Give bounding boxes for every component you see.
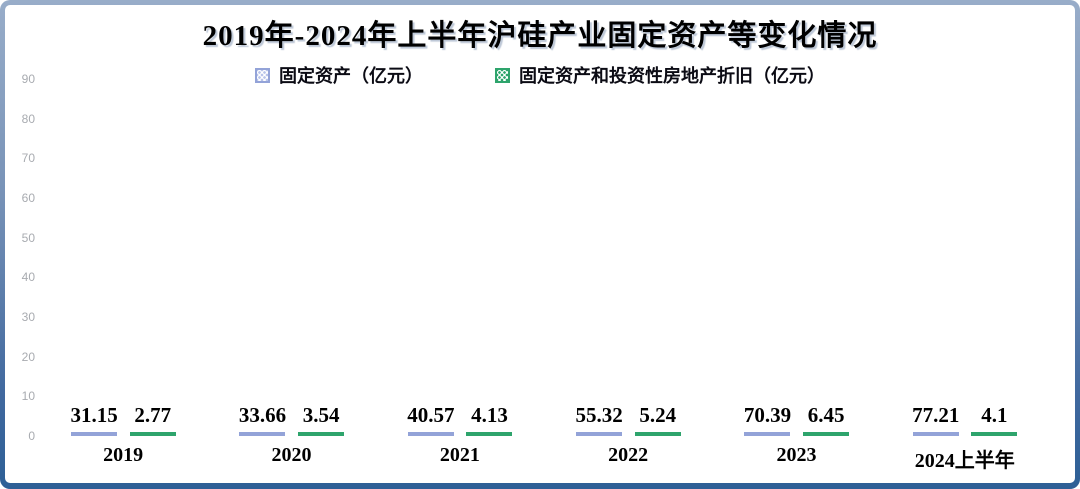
value-label: 77.21 [912,402,960,427]
chart-title: 2019年-2024年上半年沪硅产业固定资产等变化情况 [202,20,878,52]
value-label: 2.77 [134,402,172,427]
legend-swatch-fixed-assets-icon [255,67,270,83]
bar-group: 77.21 4.1 2024上半年 [881,79,1049,472]
bar-column-depreciation: 6.45 [803,402,850,436]
bar-depreciation [803,432,850,436]
value-label: 33.66 [238,402,287,427]
bar-group: 33.66 3.54 2020 [207,79,375,466]
bar-depreciation [634,432,681,436]
legend-label-fixed-assets: 固定资产（亿元） [279,66,423,86]
bar-fixed-assets [576,432,623,436]
legend-item-fixed-assets: 固定资产（亿元） [255,62,423,88]
y-axis: 0 10 20 30 40 50 60 70 80 90 [13,73,35,442]
y-tick-label: 80 [21,111,35,126]
legend-item-depreciation: 固定资产和投资性房地产折旧（亿元） [495,62,825,88]
y-tick-label: 0 [28,429,35,443]
bar-column-fixed-assets: 77.21 [912,402,960,436]
y-tick-label: 60 [21,191,35,205]
bar-column-fixed-assets: 70.39 [743,402,792,436]
value-label: 4.13 [471,402,508,427]
x-axis-label: 2024上半年 [914,450,1015,472]
plot-area: 31.15 2.77 2019 33.66 3.54 2020 40.57 4.13 2021 5… [39,79,1049,472]
value-label: 31.15 [70,402,118,427]
bar-fixed-assets [407,432,454,436]
value-label: 4.1 [981,402,1008,427]
x-axis-label: 2023 [776,444,817,466]
bar-depreciation [971,432,1018,436]
bar-column-fixed-assets: 31.15 [70,402,118,436]
value-label: 55.32 [575,402,623,427]
bar-depreciation [129,432,176,436]
bar-group: 40.57 4.13 2021 [376,79,544,466]
value-label: 70.39 [743,402,792,427]
legend-swatch-depreciation-icon [495,67,510,83]
y-tick-label: 40 [21,270,35,285]
y-tick-label: 30 [21,310,35,324]
bar-column-fixed-assets: 33.66 [238,402,287,436]
value-label: 6.45 [807,402,845,427]
bar-group: 31.15 2.77 2019 [39,79,207,466]
y-tick-label: 10 [21,389,35,404]
bar-fixed-assets [744,432,791,436]
x-axis-label: 2020 [271,444,312,466]
bar-column-depreciation: 2.77 [129,402,176,436]
bar-depreciation [466,432,513,436]
bar-column-depreciation: 4.1 [971,402,1018,436]
bar-column-depreciation: 4.13 [466,402,513,436]
bar-fixed-assets [71,432,118,436]
bar-column-depreciation: 5.24 [634,402,681,436]
bar-column-depreciation: 3.54 [298,402,345,436]
value-label: 40.57 [407,402,455,427]
value-label: 5.24 [639,402,677,427]
bar-fixed-assets [912,432,959,436]
bar-groups: 31.15 2.77 2019 33.66 3.54 2020 40.57 4.13 2021 5… [39,79,1049,472]
bar-column-fixed-assets: 55.32 [575,402,623,436]
bar-group: 70.39 6.45 2023 [712,79,880,466]
value-label: 3.54 [302,402,340,427]
legend: 固定资产（亿元） 固定资产和投资性房地产折旧（亿元） [5,62,1075,88]
legend-label-depreciation: 固定资产和投资性房地产折旧（亿元） [519,66,825,86]
y-tick-label: 50 [21,230,35,245]
y-tick-label: 70 [21,151,35,166]
y-tick-label: 20 [21,349,35,364]
bar-group: 55.32 5.24 2022 [544,79,712,466]
bar-depreciation [298,432,345,436]
chart-canvas: 2019年-2024年上半年沪硅产业固定资产等变化情况 固定资产（亿元） 固定资… [5,5,1075,483]
x-axis-label: 2019 [103,444,144,466]
bar-column-fixed-assets: 40.57 [407,402,455,436]
y-tick-label: 90 [21,72,35,86]
x-axis-label: 2021 [439,444,480,466]
bar-fixed-assets [239,432,286,436]
x-axis-label: 2022 [608,444,649,466]
